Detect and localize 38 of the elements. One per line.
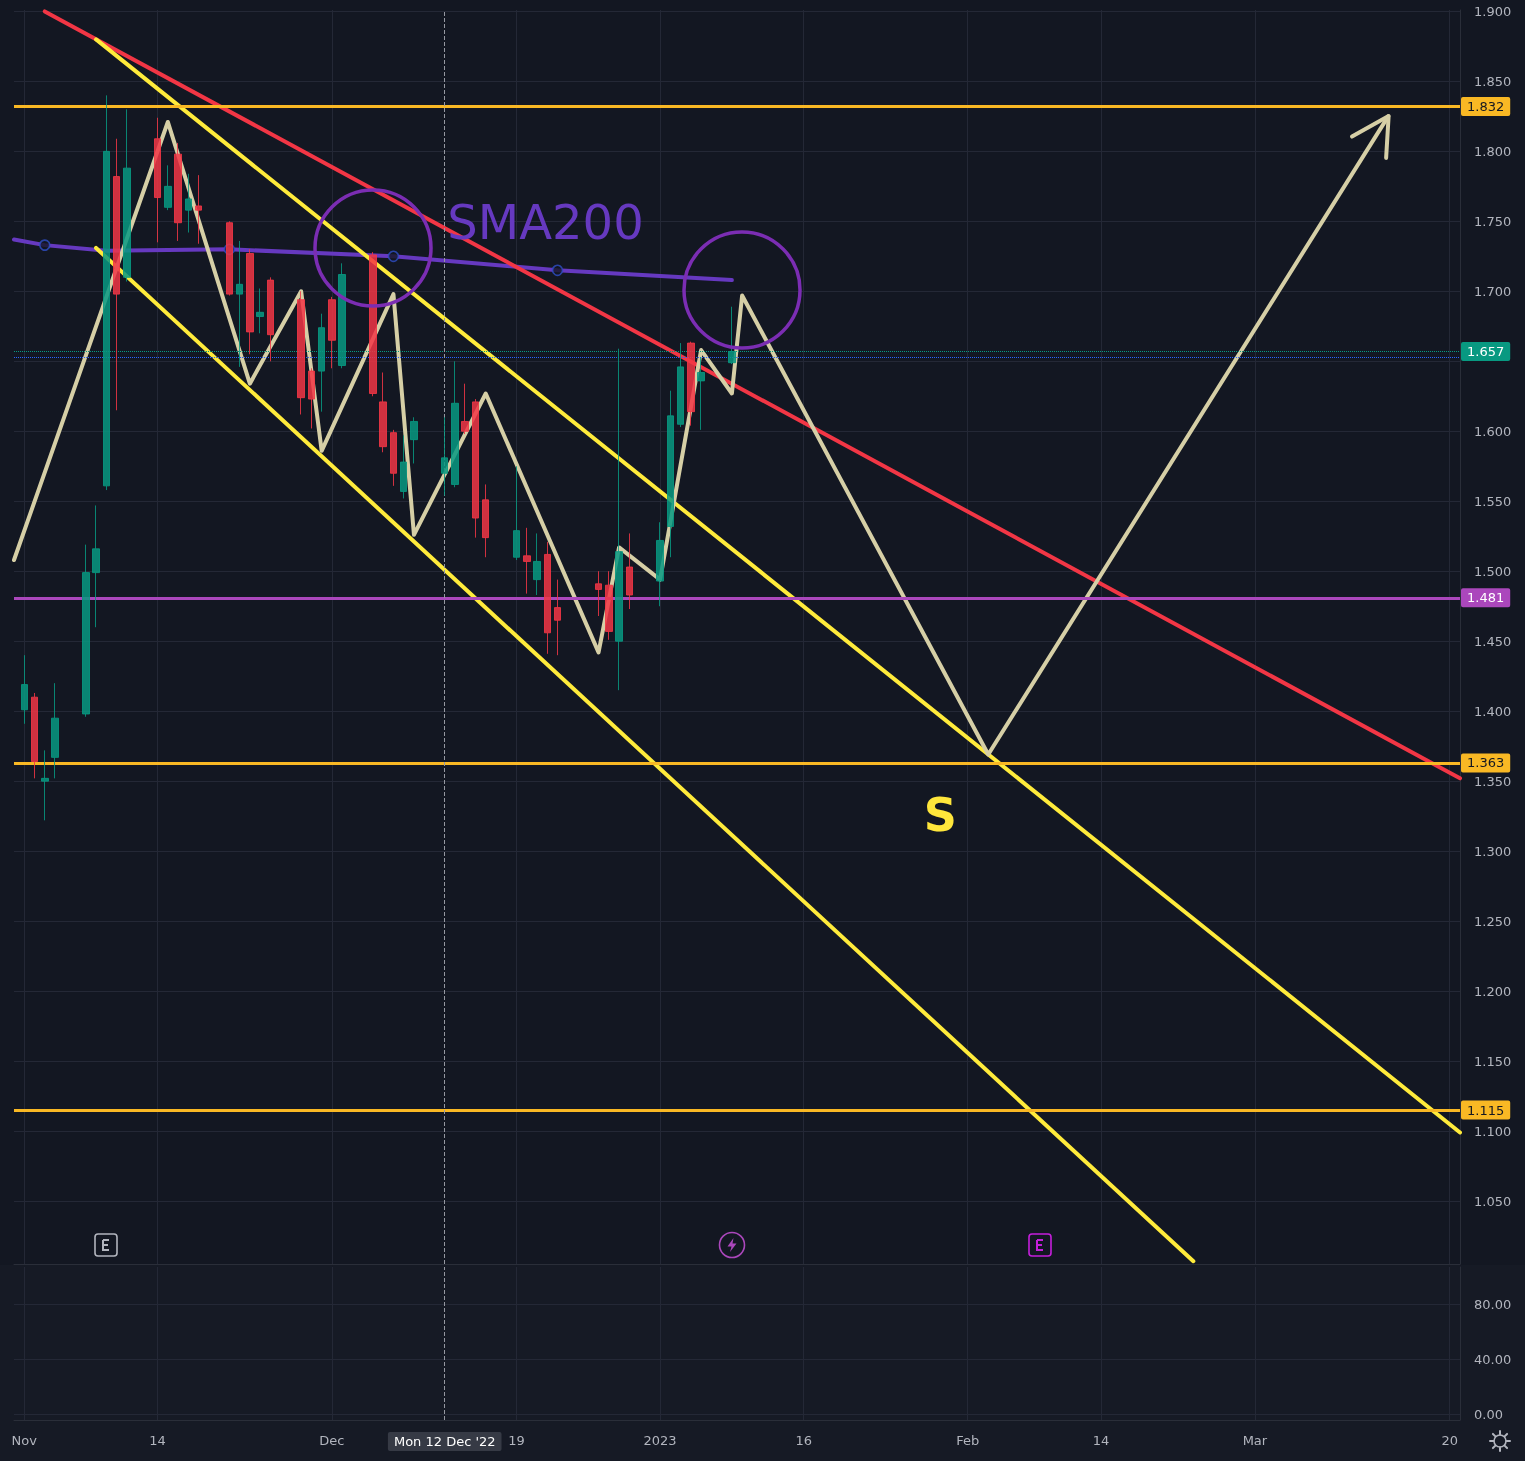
y-tick-label: 1.900 [1474,3,1512,19]
x-tick-label: Mar [1242,1433,1268,1448]
x-tick-label: Dec [319,1433,345,1448]
series-label: SMA200 [447,194,644,251]
y-tick-label: 1.500 [1474,563,1512,579]
y-tick-label: 1.700 [1474,283,1512,299]
y-tick-label: 1.250 [1474,913,1512,929]
y-tick-label: 1.050 [1474,1193,1512,1209]
ref-line-label: Mon 12 Dec '22 [393,1434,496,1449]
x-tick-label: 2023 [643,1433,677,1448]
ref-line-label: 1.363 [1467,755,1505,771]
y-tick-label: 1.750 [1474,213,1512,229]
y-tick-label: 0.00 [1474,1406,1503,1422]
y-tick-label: 1.450 [1474,633,1512,649]
y-tick-label: 1.600 [1474,423,1512,439]
ref-line-label: 1.115 [1467,1102,1505,1118]
x-tick-label: 20 [1441,1433,1459,1448]
ref-line-label: 1.832 [1467,99,1505,115]
y-tick-label: 1.200 [1474,983,1512,999]
x-tick-label: 14 [149,1433,166,1448]
annotation: S [923,787,957,842]
y-tick-label: 1.550 [1474,493,1512,509]
y-tick-label: 1.400 [1474,703,1512,719]
y-tick-label: 1.850 [1474,73,1512,89]
x-tick-label: 19 [508,1433,525,1448]
x-tick-label: Nov [11,1433,38,1448]
ref-line-label: 1.481 [1467,590,1505,606]
x-tick-label: Feb [956,1433,980,1448]
y-tick-label: 1.300 [1474,843,1512,859]
ref-line-label: 1.657 [1467,343,1505,359]
x-tick-label: 14 [1092,1433,1110,1448]
y-tick-label: 80.00 [1474,1296,1512,1312]
y-tick-label: 1.150 [1474,1053,1512,1069]
y-tick-label: 1.800 [1474,143,1512,159]
y-tick-label: 1.100 [1474,1123,1512,1139]
x-tick-label: 16 [795,1433,812,1448]
y-tick-label: 1.350 [1474,773,1512,789]
y-tick-label: 40.00 [1474,1351,1512,1367]
